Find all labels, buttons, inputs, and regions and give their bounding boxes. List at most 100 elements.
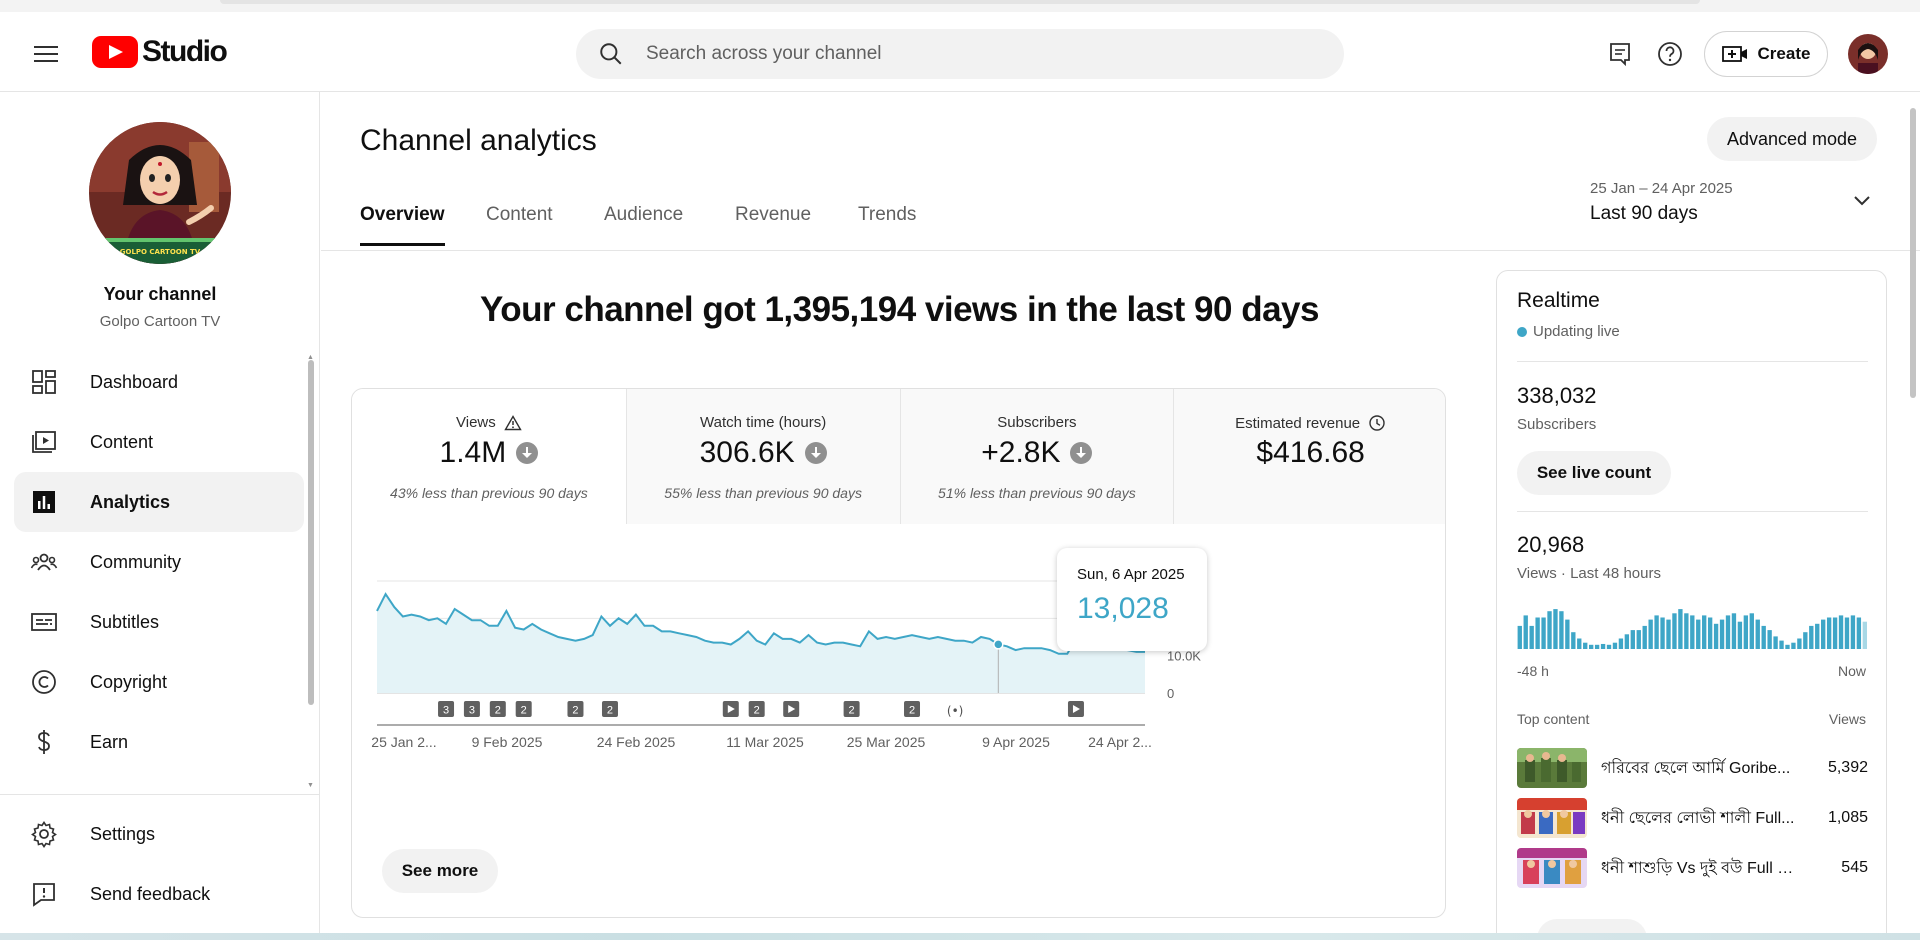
metric-estimated-revenue[interactable]: Estimated revenue $416.68 [1173, 389, 1445, 524]
tab-audience[interactable]: Audience [604, 204, 684, 225]
date-range-selector[interactable]: 25 Jan – 24 Apr 2025 Last 90 days [1590, 180, 1890, 240]
sidebar-scroll-up-icon[interactable]: ▲ [307, 354, 314, 361]
realtime-bar[interactable] [1767, 630, 1772, 649]
chart-upload-marker[interactable] [843, 701, 860, 717]
studio-logo[interactable]: Studio [92, 34, 228, 70]
tab-overview[interactable]: Overview [360, 204, 445, 246]
realtime-bar[interactable] [1791, 642, 1796, 649]
chart-upload-marker[interactable] [515, 701, 532, 717]
realtime-views-bars[interactable] [1517, 607, 1868, 649]
realtime-bar[interactable] [1803, 632, 1808, 649]
realtime-bar[interactable] [1594, 644, 1600, 649]
realtime-bar[interactable] [1606, 644, 1612, 649]
help-icon[interactable] [1654, 38, 1686, 70]
realtime-bar[interactable] [1725, 615, 1731, 649]
sidebar-item-analytics[interactable]: Analytics [14, 472, 304, 532]
realtime-bar[interactable] [1856, 617, 1862, 650]
advanced-mode-button[interactable]: Advanced mode [1707, 117, 1877, 161]
realtime-bar[interactable] [1648, 619, 1653, 649]
realtime-bar[interactable] [1630, 630, 1635, 649]
realtime-bar[interactable] [1731, 613, 1737, 649]
sidebar-item-settings[interactable]: Settings [14, 804, 304, 864]
realtime-bar[interactable] [1821, 619, 1826, 649]
realtime-bar[interactable] [1583, 642, 1588, 649]
realtime-bar[interactable] [1785, 644, 1790, 649]
realtime-bar[interactable] [1535, 617, 1540, 650]
realtime-bar[interactable] [1654, 615, 1659, 649]
sidebar-item-send-feedback[interactable]: Send feedback [14, 864, 304, 924]
top-content-item[interactable]: ধনী শাশুড়ি Vs দুই বউ Full M... 545 [1517, 847, 1868, 889]
main-scrollbar[interactable] [1910, 108, 1916, 398]
metric-watch-time[interactable]: Watch time (hours) 306.6K 55% less than … [625, 389, 900, 524]
chart-upload-marker[interactable] [904, 701, 921, 717]
realtime-bar[interactable] [1719, 619, 1725, 649]
sidebar-item-copyright[interactable]: Copyright [14, 652, 304, 712]
realtime-bar[interactable] [1624, 634, 1630, 649]
sidebar-item-subtitles[interactable]: Subtitles [14, 592, 304, 652]
warning-icon[interactable] [504, 414, 522, 431]
realtime-bar[interactable] [1797, 638, 1802, 650]
sidebar-item-content[interactable]: Content [14, 412, 304, 472]
realtime-bar[interactable] [1773, 636, 1778, 649]
create-button[interactable]: Create [1704, 31, 1828, 77]
realtime-bar[interactable] [1779, 640, 1784, 649]
realtime-bar[interactable] [1743, 615, 1749, 649]
chart-series-line[interactable] [376, 592, 1145, 655]
realtime-bar[interactable] [1618, 638, 1624, 650]
see-live-count-button[interactable]: See live count [1517, 451, 1671, 495]
realtime-bar[interactable] [1553, 609, 1558, 649]
chart-upload-marker[interactable] [463, 701, 480, 717]
realtime-bar[interactable] [1713, 623, 1719, 649]
comments-icon[interactable] [1604, 38, 1636, 70]
top-content-item[interactable]: ধনী ছেলের লোভী শালী Full... 1,085 [1517, 797, 1868, 839]
chart-highlight-point[interactable] [993, 639, 1004, 650]
realtime-bar[interactable] [1541, 617, 1546, 650]
realtime-bar[interactable] [1707, 617, 1713, 650]
realtime-bar[interactable] [1832, 617, 1838, 650]
realtime-bar[interactable] [1523, 615, 1528, 649]
sidebar-item-earn[interactable]: Earn [14, 712, 304, 772]
realtime-bar[interactable] [1749, 613, 1754, 649]
sidebar-item-dashboard[interactable]: Dashboard [14, 352, 304, 412]
tab-trends[interactable]: Trends [858, 204, 917, 225]
metric-views[interactable]: Views 1.4M 43% less than previous 90 day… [352, 389, 626, 524]
search-icon[interactable] [598, 41, 624, 67]
realtime-bar[interactable] [1702, 615, 1707, 649]
realtime-bar[interactable] [1755, 619, 1760, 649]
realtime-bar[interactable] [1672, 613, 1677, 649]
realtime-bar[interactable] [1666, 619, 1671, 649]
realtime-bar[interactable] [1588, 644, 1594, 649]
realtime-bar[interactable] [1517, 625, 1522, 649]
chart-upload-marker[interactable] [748, 701, 765, 717]
realtime-bar[interactable] [1809, 625, 1814, 649]
chart-upload-marker[interactable] [489, 701, 506, 717]
chart-upload-marker[interactable] [601, 701, 618, 717]
realtime-bar[interactable] [1529, 625, 1534, 649]
clock-icon[interactable] [1368, 414, 1386, 432]
realtime-bar[interactable] [1815, 623, 1820, 649]
realtime-bar[interactable] [1678, 609, 1683, 649]
realtime-bar[interactable] [1547, 611, 1552, 649]
see-more-button[interactable]: See more [382, 849, 498, 893]
realtime-bar[interactable] [1862, 621, 1867, 649]
sidebar-scrollbar[interactable] [308, 360, 314, 705]
realtime-bar[interactable] [1565, 619, 1570, 649]
realtime-bar[interactable] [1838, 615, 1844, 649]
account-avatar[interactable] [1848, 34, 1888, 74]
realtime-bar[interactable] [1850, 615, 1856, 649]
realtime-bar[interactable] [1612, 642, 1618, 649]
realtime-bar[interactable] [1577, 638, 1582, 650]
realtime-bar[interactable] [1684, 613, 1689, 649]
tab-content[interactable]: Content [486, 204, 553, 225]
channel-avatar[interactable]: GOLPO CARTOON TV [89, 122, 231, 264]
sidebar-scroll-down-icon[interactable]: ▼ [307, 782, 314, 789]
search-input[interactable] [646, 43, 1266, 65]
realtime-bar[interactable] [1559, 611, 1564, 649]
realtime-bar[interactable] [1826, 617, 1832, 650]
menu-icon[interactable] [26, 39, 68, 69]
realtime-bar[interactable] [1660, 617, 1665, 650]
realtime-bar[interactable] [1696, 619, 1701, 649]
tab-revenue[interactable]: Revenue [735, 204, 812, 225]
realtime-bar[interactable] [1636, 630, 1641, 649]
